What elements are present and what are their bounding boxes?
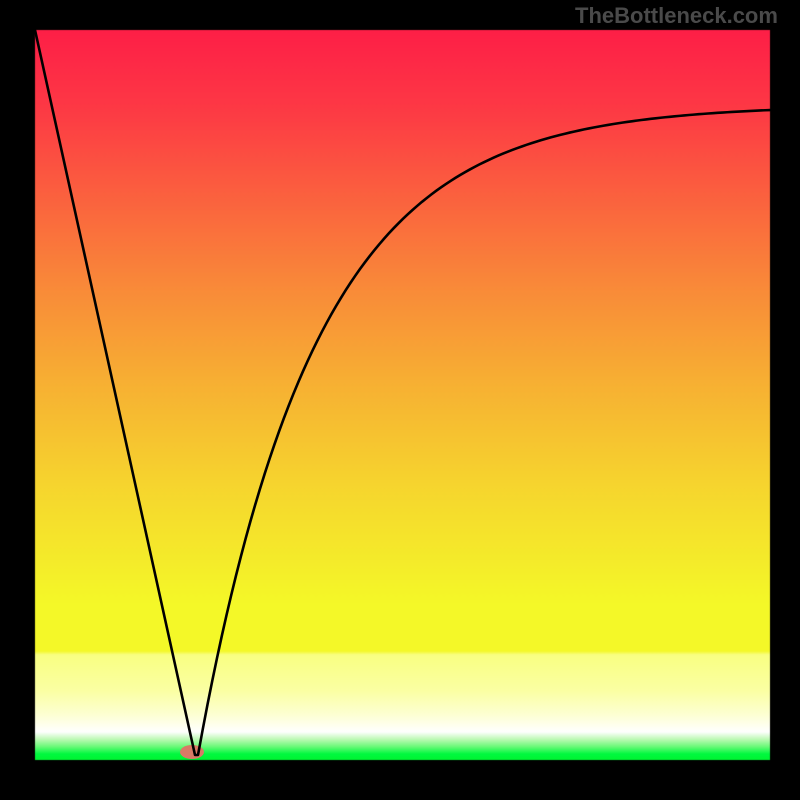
gradient-background [0,0,800,800]
watermark-text: TheBottleneck.com [575,3,778,29]
chart-container: TheBottleneck.com [0,0,800,800]
